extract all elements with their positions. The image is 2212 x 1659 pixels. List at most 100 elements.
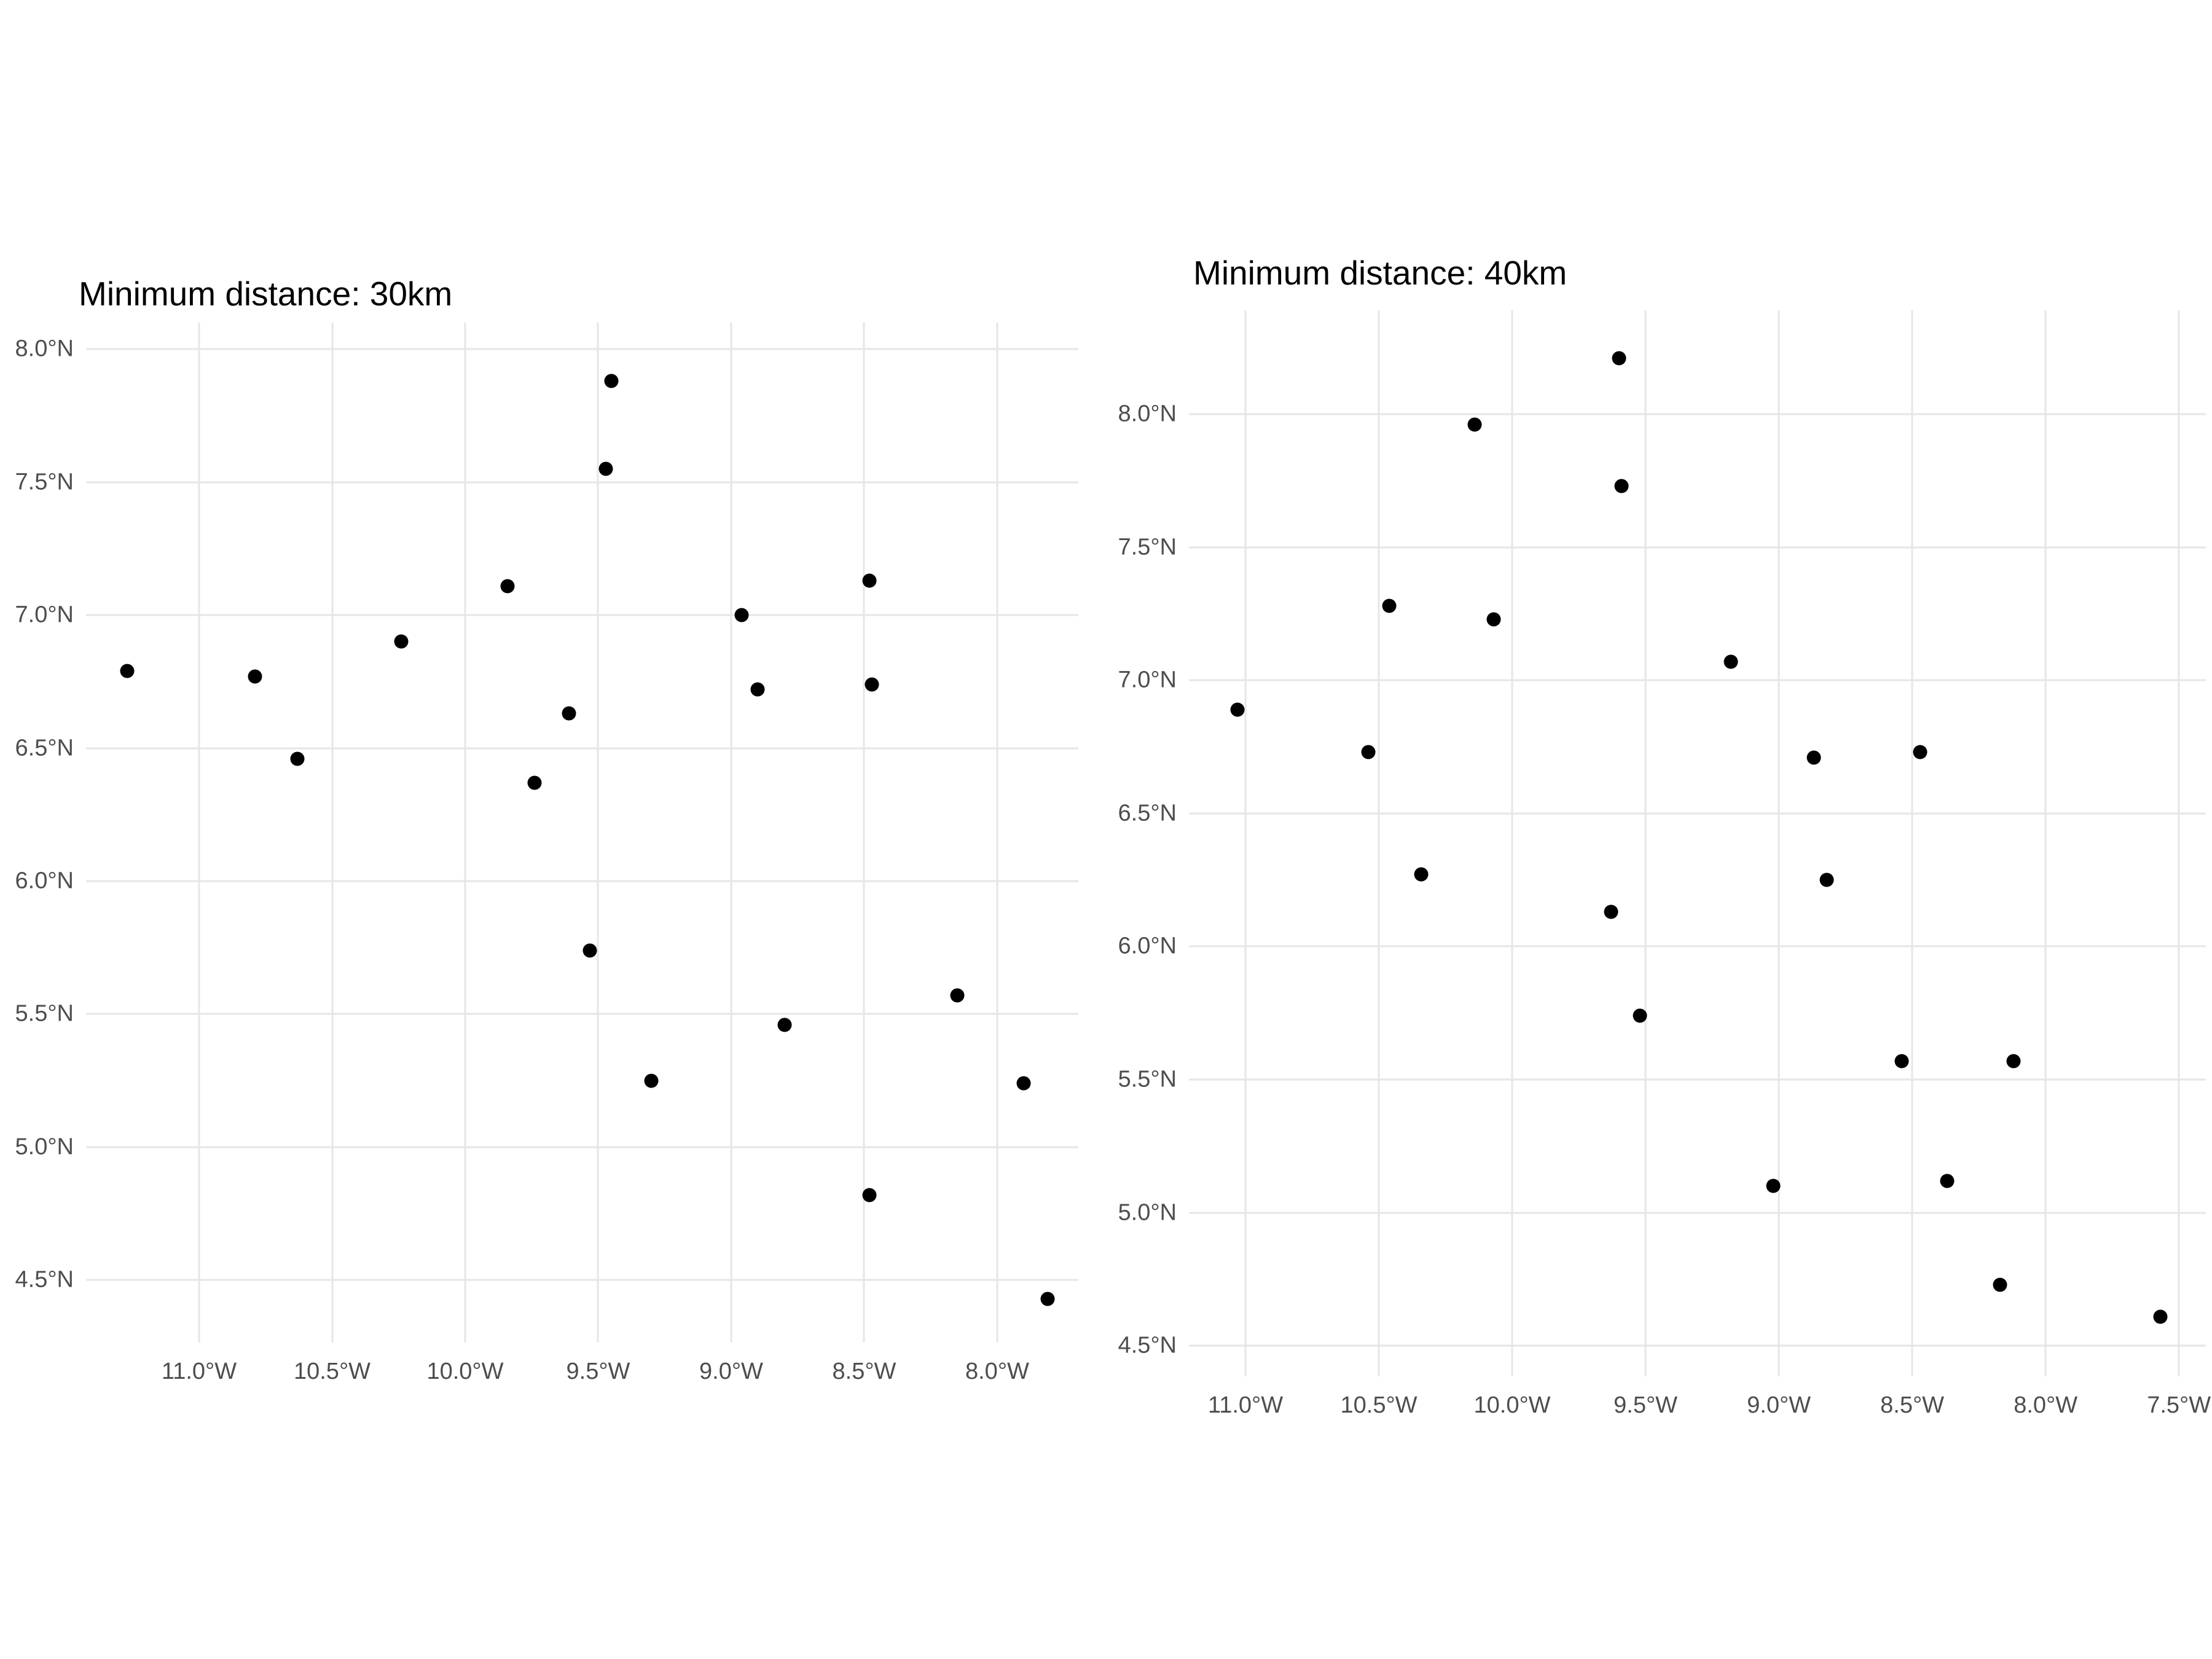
gridline-vertical	[1911, 310, 1913, 1376]
data-point	[1913, 745, 1928, 759]
data-point	[777, 1018, 792, 1032]
x-tick-label: 9.0°W	[699, 1359, 763, 1384]
gridline-horizontal	[86, 1013, 1078, 1015]
x-tick-label: 10.5°W	[293, 1359, 371, 1384]
data-point	[1414, 867, 1429, 882]
gridline-vertical	[996, 323, 998, 1343]
data-point	[1382, 598, 1397, 613]
x-tick-label: 7.5°W	[2147, 1392, 2211, 1418]
data-point	[394, 634, 409, 649]
gridline-vertical	[1644, 310, 1647, 1376]
data-point	[734, 608, 749, 622]
gridline-vertical	[2044, 310, 2047, 1376]
data-point	[1993, 1277, 2007, 1292]
x-tick-label: 9.5°W	[566, 1359, 630, 1384]
gridline-horizontal	[86, 348, 1078, 350]
gridline-vertical	[1778, 310, 1780, 1376]
data-point	[1766, 1179, 1781, 1193]
y-tick-label: 6.5°N	[1118, 800, 1177, 826]
data-point	[1806, 750, 1821, 765]
y-tick-label: 6.0°N	[15, 868, 74, 894]
gridline-horizontal	[1189, 1344, 2206, 1347]
gridline-horizontal	[1189, 546, 2206, 549]
gridline-horizontal	[86, 481, 1078, 484]
gridline-vertical	[1511, 310, 1513, 1376]
gridline-horizontal	[1189, 945, 2206, 947]
gridline-vertical	[1244, 310, 1247, 1376]
data-point	[1614, 479, 1629, 493]
y-tick-label: 8.0°N	[15, 335, 74, 362]
data-point	[598, 461, 613, 476]
data-point	[1724, 654, 1738, 669]
panel-title-40km: Minimum distance: 40km	[1193, 254, 1567, 292]
y-tick-label: 6.5°N	[15, 735, 74, 761]
gridline-horizontal	[86, 1279, 1078, 1281]
data-point	[1486, 612, 1501, 627]
gridline-horizontal	[86, 1146, 1078, 1148]
data-point	[1467, 417, 1482, 432]
y-tick-label: 7.0°N	[1118, 667, 1177, 693]
data-point	[1040, 1292, 1055, 1306]
data-point	[1819, 873, 1834, 887]
data-point	[1016, 1076, 1031, 1091]
gridline-vertical	[863, 323, 865, 1343]
data-point	[1230, 702, 1245, 717]
x-tick-label: 9.5°W	[1614, 1392, 1678, 1418]
gridline-vertical	[464, 323, 466, 1343]
data-point	[582, 943, 597, 958]
gridline-vertical	[2178, 310, 2180, 1376]
data-point	[500, 579, 515, 594]
y-tick-label: 4.5°N	[1118, 1332, 1177, 1359]
x-tick-label: 9.0°W	[1747, 1392, 1811, 1418]
data-point	[1604, 904, 1618, 919]
x-tick-label: 8.0°W	[2014, 1392, 2078, 1418]
gridline-horizontal	[1189, 679, 2206, 681]
data-point	[1612, 351, 1626, 366]
x-tick-label: 8.5°W	[832, 1359, 896, 1384]
y-tick-label: 7.5°N	[1118, 534, 1177, 560]
gridline-vertical	[198, 323, 200, 1343]
gridline-horizontal	[1189, 1078, 2206, 1081]
gridline-horizontal	[86, 880, 1078, 882]
data-point	[2153, 1309, 2168, 1324]
data-point	[2006, 1054, 2021, 1069]
y-tick-label: 5.0°N	[1118, 1199, 1177, 1226]
y-tick-label: 4.5°N	[15, 1266, 74, 1293]
plot-area-40km: 11.0°W 10.5°W 10.0°W 9.5°W 9.0°W 8.5°W 8.0°W 7.…	[1118, 310, 2211, 1418]
x-tick-label: 10.0°W	[1473, 1392, 1551, 1418]
x-tick-label: 10.5°W	[1340, 1392, 1418, 1418]
data-point	[862, 573, 877, 588]
data-point	[562, 706, 576, 721]
data-point	[120, 664, 135, 678]
gridline-horizontal	[86, 747, 1078, 750]
data-point	[862, 1188, 877, 1202]
gridline-horizontal	[1189, 812, 2206, 815]
x-tick-label: 8.0°W	[965, 1359, 1029, 1384]
gridline-horizontal	[1189, 413, 2206, 415]
data-point	[1940, 1174, 1955, 1188]
y-tick-label: 5.5°N	[1118, 1066, 1177, 1092]
data-point	[750, 682, 765, 697]
plot-area-30km: 11.0°W 10.5°W 10.0°W 9.5°W 9.0°W 8.5°W 8.0°W 8.…	[15, 323, 1078, 1384]
data-point	[1361, 745, 1376, 759]
data-point	[604, 374, 619, 388]
data-point	[865, 677, 879, 692]
y-tick-label: 5.5°N	[15, 1000, 74, 1027]
x-tick-label: 10.0°W	[426, 1359, 504, 1384]
data-point	[950, 988, 965, 1003]
gridline-horizontal	[1189, 1212, 2206, 1214]
gridline-vertical	[331, 323, 333, 1343]
gridline-vertical	[730, 323, 732, 1343]
data-point	[290, 751, 305, 766]
gridline-vertical	[1378, 310, 1380, 1376]
y-tick-label: 7.5°N	[15, 469, 74, 495]
x-tick-label: 11.0°W	[161, 1359, 237, 1384]
data-point	[527, 775, 542, 790]
panel-title-30km: Minimum distance: 30km	[79, 275, 453, 313]
y-tick-label: 6.0°N	[1118, 933, 1177, 959]
x-tick-label: 8.5°W	[1880, 1392, 1945, 1418]
data-point	[1894, 1054, 1909, 1069]
data-point	[248, 669, 262, 684]
